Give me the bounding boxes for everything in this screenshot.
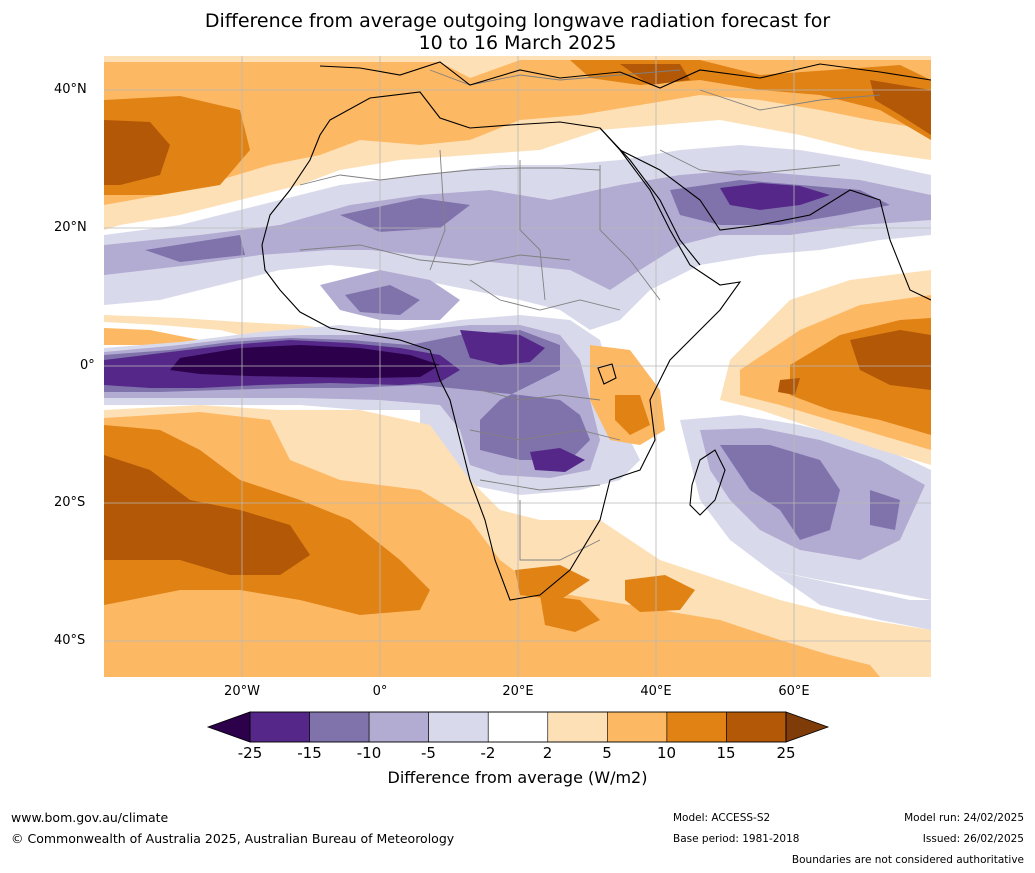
lon-label-40e: 40°E: [640, 684, 672, 699]
indian-warm-core: [778, 330, 931, 395]
issued-date: Issued: 26/02/2025: [922, 833, 1024, 845]
colorbar-label: 2: [542, 744, 553, 762]
model-run-date: Model run: 24/02/2025: [904, 812, 1024, 824]
colorbar-label: -10: [356, 744, 382, 762]
country-borders: [299, 69, 881, 561]
red-sea-coast: [599, 127, 701, 266]
colorbar-label: 10: [656, 744, 677, 762]
south-warm-core: [104, 455, 310, 575]
north-cool-core: [145, 180, 890, 262]
north-warm-mid: [104, 60, 931, 205]
north-warm-west-core: [104, 120, 170, 185]
south-warm-mid: [104, 412, 880, 677]
north-warm-east-core: [620, 64, 931, 135]
website-link[interactable]: www.bom.gov.au/climate: [11, 810, 169, 825]
lat-label-40s: 40°S: [54, 633, 86, 648]
indian-cool-core: [720, 445, 900, 540]
lat-label-20s: 20°S: [54, 495, 86, 510]
lat-label-0: 0°: [80, 358, 95, 373]
colorbar-cell: [428, 711, 489, 743]
lat-label-20n: 20°N: [54, 220, 87, 235]
lon-label-20w: 20°W: [224, 684, 260, 699]
europe-coast: [319, 61, 931, 89]
base-period: Base period: 1981-2018: [673, 833, 800, 845]
colorbar-cell: [726, 711, 787, 743]
colorbar-cell: [666, 711, 727, 743]
colorbar: [206, 711, 830, 743]
lon-label-20e: 20°E: [502, 684, 534, 699]
model-name: Model: ACCESS-S2: [673, 812, 771, 824]
lake-victoria: [597, 363, 617, 385]
lat-label-40n: 40°N: [54, 82, 87, 97]
graticule: [104, 56, 931, 677]
title-line-2: 10 to 16 March 2025: [418, 32, 617, 54]
colorbar-cell: [368, 711, 429, 743]
south-cool-patch: [770, 570, 931, 630]
colorbar-label: 5: [602, 744, 612, 762]
colorbar-cell: [249, 711, 310, 743]
boundaries-disclaimer: Boundaries are not considered authoritat…: [791, 854, 1024, 866]
madagascar-coast: [689, 449, 726, 516]
colorbar-label: 25: [776, 744, 796, 762]
colorbar-cell: [309, 711, 370, 743]
lon-label-0: 0°: [372, 684, 388, 699]
coastlines: [261, 61, 931, 601]
south-warm-patch-1: [515, 565, 695, 612]
east-africa-warm-core: [615, 395, 650, 435]
colorbar-label: -15: [297, 744, 322, 762]
sahel-cool-core: [345, 285, 420, 315]
colorbar-high-extend: [785, 711, 830, 743]
colorbar-label: -2: [480, 744, 496, 762]
colorbar-label: -5: [421, 744, 436, 762]
north-cool-arabia: [720, 183, 830, 210]
atlantic-warm-strip-core: [104, 328, 200, 345]
copyright-text: © Commonwealth of Australia 2025, Austra…: [11, 831, 455, 846]
colorbar-cell: [607, 711, 668, 743]
anomaly-field: [104, 56, 931, 677]
colorbar-frame: [249, 711, 787, 743]
colorbar-cell: [487, 711, 549, 743]
colorbar-low-extend: [206, 711, 251, 743]
arabia-coast: [619, 149, 931, 301]
title-line-1: Difference from average outgoing longwav…: [204, 10, 831, 32]
colorbar-label: -25: [237, 744, 263, 762]
colorbar-label: 15: [716, 744, 736, 762]
lon-label-60e: 60°E: [778, 684, 810, 699]
south-warm-patch-2: [540, 595, 600, 632]
equatorial-cool-extreme: [170, 345, 440, 378]
colorbar-title: Difference from average (W/m2): [387, 768, 648, 787]
congo-cool-core: [460, 330, 585, 472]
chart-title: Difference from average outgoing longwav…: [0, 10, 1035, 54]
colorbar-cell: [547, 711, 608, 743]
